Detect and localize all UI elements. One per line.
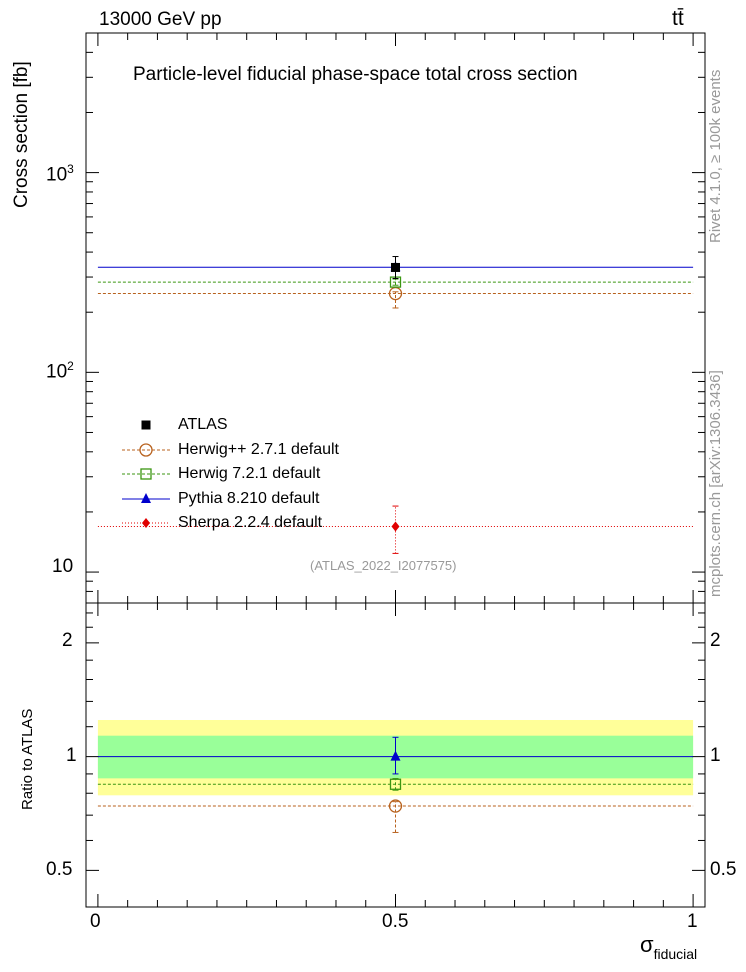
energy-label: 13000 GeV pp bbox=[99, 9, 222, 30]
ratio-y-tick-label-right: 0.5 bbox=[710, 859, 737, 880]
y-axis-title: Cross section [fb] bbox=[11, 61, 32, 208]
legend-atlas: ATLAS bbox=[178, 416, 228, 433]
rivet-label: Rivet 4.1.0, ≥ 100k events bbox=[707, 69, 724, 243]
y-tick-label: 10 bbox=[52, 556, 74, 577]
x-axis-title: σfiducial bbox=[640, 932, 697, 962]
ratio-herwig-marker bbox=[389, 778, 402, 790]
legend-marker bbox=[140, 468, 152, 480]
y-tick-label: 103 bbox=[46, 162, 74, 186]
ratio-herwigpppp-marker bbox=[388, 799, 403, 813]
y-tick-label: 102 bbox=[46, 359, 74, 383]
legend-pythia: Pythia 8.210 default bbox=[178, 490, 320, 507]
legend-marker bbox=[142, 518, 150, 528]
ratio-y-tick-label: 2 bbox=[62, 630, 73, 651]
x-tick-label: 0 bbox=[90, 911, 101, 932]
main-sherpa-marker bbox=[391, 521, 400, 532]
legend-herwigpp: Herwig++ 2.7.1 default bbox=[178, 441, 339, 458]
ratio-y-tick-label-right: 1 bbox=[710, 745, 721, 766]
ratio-y-tick-label: 0.5 bbox=[46, 859, 73, 880]
legend-herwig7: Herwig 7.2.1 default bbox=[178, 465, 321, 482]
legend-marker bbox=[139, 443, 153, 457]
x-tick-label: 1 bbox=[687, 911, 698, 932]
x-tick-label: 0.5 bbox=[382, 911, 409, 932]
analysis-id: (ATLAS_2022_I2077575) bbox=[310, 558, 457, 573]
process-label: tt̄ bbox=[672, 7, 684, 30]
legend-marker bbox=[141, 493, 151, 503]
ratio-y-tick-label-right: 2 bbox=[710, 630, 721, 651]
x-axis-subscript: fiducial bbox=[653, 946, 698, 962]
ratio-pythia-marker bbox=[390, 750, 401, 761]
x-axis-symbol: σ bbox=[640, 932, 654, 957]
ratio-y-tick-label: 1 bbox=[66, 745, 77, 766]
main-atlas-marker bbox=[391, 262, 400, 272]
chart-title: Particle-level fiducial phase-space tota… bbox=[133, 64, 578, 85]
legend-sherpa: Sherpa 2.2.4 default bbox=[178, 514, 323, 531]
source-label: mcplots.cern.ch [arXiv:1306.3436] bbox=[707, 370, 724, 597]
ratio-y-axis-title: Ratio to ATLAS bbox=[19, 708, 36, 810]
legend-marker bbox=[141, 420, 151, 430]
